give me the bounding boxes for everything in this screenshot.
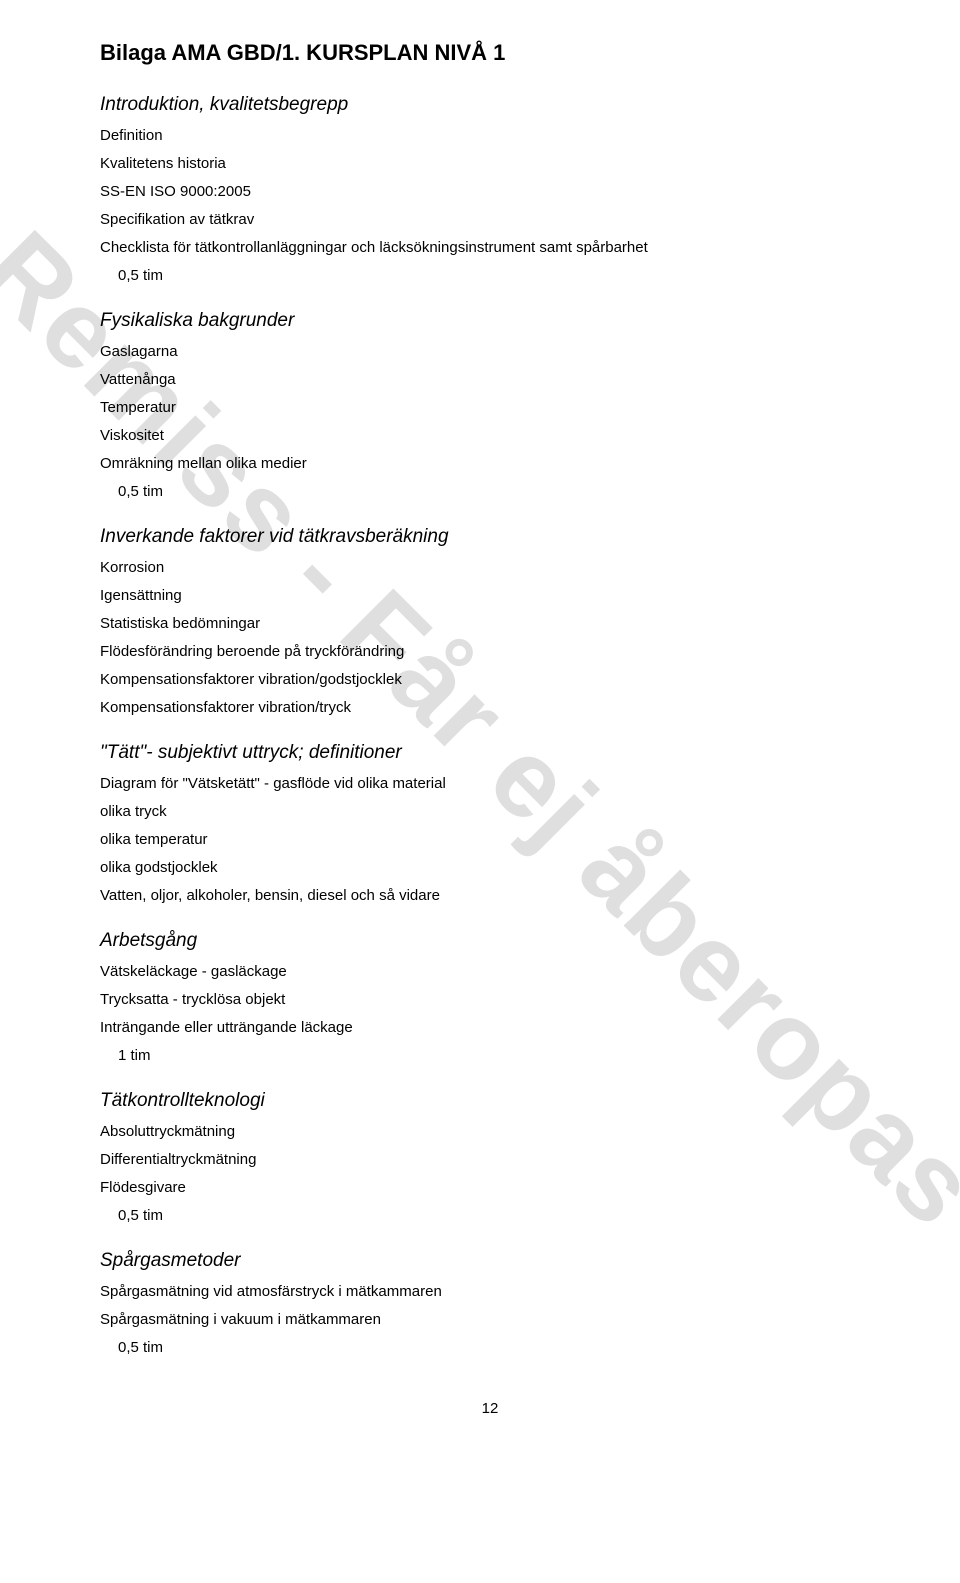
inv-item: Kompensationsfaktorer vibration/tryck xyxy=(100,696,880,720)
inv-item: Flödesförändring beroende på tryckföränd… xyxy=(100,640,880,664)
intro-item: Definition xyxy=(100,124,880,148)
document-content: Bilaga AMA GBD/1. KURSPLAN NIVÅ 1 Introd… xyxy=(100,40,880,1417)
inv-item: Korrosion xyxy=(100,556,880,580)
tatt-item: Diagram för "Vätsketätt" - gasflöde vid … xyxy=(100,772,880,796)
section-heading-intro: Introduktion, kvalitetsbegrepp xyxy=(100,94,880,116)
tatt-item: olika godstjocklek xyxy=(100,856,880,880)
main-title: Bilaga AMA GBD/1. KURSPLAN NIVÅ 1 xyxy=(100,40,880,66)
fys-item: Vattenånga xyxy=(100,368,880,392)
arb-time: 1 tim xyxy=(100,1044,880,1068)
intro-item: Checklista för tätkontrollanläggningar o… xyxy=(100,236,880,260)
spar-item: Spårgasmätning vid atmosfärstryck i mätk… xyxy=(100,1280,880,1304)
section-heading-fys: Fysikaliska bakgrunder xyxy=(100,310,880,332)
inv-item: Igensättning xyxy=(100,584,880,608)
section-heading-arb: Arbetsgång xyxy=(100,930,880,952)
tatt-item: olika temperatur xyxy=(100,828,880,852)
fys-item: Viskositet xyxy=(100,424,880,448)
fys-time: 0,5 tim xyxy=(100,480,880,504)
spar-time: 0,5 tim xyxy=(100,1336,880,1360)
tat-time: 0,5 tim xyxy=(100,1204,880,1228)
inv-item: Statistiska bedömningar xyxy=(100,612,880,636)
fys-item: Temperatur xyxy=(100,396,880,420)
section-heading-inv: Inverkande faktorer vid tätkravsberäknin… xyxy=(100,526,880,548)
tat-item: Differentialtryckmätning xyxy=(100,1148,880,1172)
intro-item: SS-EN ISO 9000:2005 xyxy=(100,180,880,204)
spar-item: Spårgasmätning i vakuum i mätkammaren xyxy=(100,1308,880,1332)
tat-item: Absoluttryckmätning xyxy=(100,1120,880,1144)
section-heading-spar: Spårgasmetoder xyxy=(100,1250,880,1272)
intro-item: Kvalitetens historia xyxy=(100,152,880,176)
section-heading-tat: Tätkontrollteknologi xyxy=(100,1090,880,1112)
tat-item: Flödesgivare xyxy=(100,1176,880,1200)
arb-item: Trycksatta - trycklösa objekt xyxy=(100,988,880,1012)
fys-item: Gaslagarna xyxy=(100,340,880,364)
fys-item: Omräkning mellan olika medier xyxy=(100,452,880,476)
tatt-item: olika tryck xyxy=(100,800,880,824)
inv-item: Kompensationsfaktorer vibration/godstjoc… xyxy=(100,668,880,692)
tatt-item: Vatten, oljor, alkoholer, bensin, diesel… xyxy=(100,884,880,908)
intro-time: 0,5 tim xyxy=(100,264,880,288)
intro-item: Specifikation av tätkrav xyxy=(100,208,880,232)
arb-item: Vätskeläckage - gasläckage xyxy=(100,960,880,984)
section-heading-tatt: "Tätt"- subjektivt uttryck; definitioner xyxy=(100,742,880,764)
arb-item: Inträngande eller utträngande läckage xyxy=(100,1016,880,1040)
page-number: 12 xyxy=(100,1400,880,1417)
